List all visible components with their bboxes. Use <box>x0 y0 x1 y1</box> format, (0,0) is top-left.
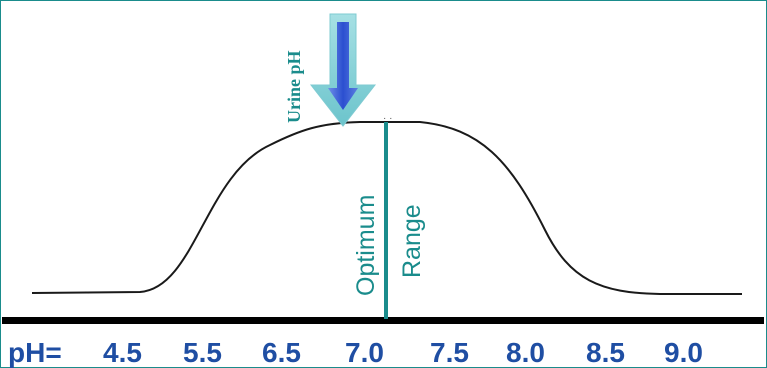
optimum-label: Optimum <box>352 195 380 296</box>
tick-label: 8.5 <box>586 337 625 368</box>
tick-label: 9.0 <box>664 337 703 368</box>
peak-marker: · · <box>383 113 392 124</box>
tick-label: 8.0 <box>506 337 545 368</box>
arrow-label: Urine pH <box>284 50 304 123</box>
range-label: Range <box>398 204 426 278</box>
axis-prefix: pH= <box>8 337 62 368</box>
tick-label: 4.5 <box>103 337 142 368</box>
tick-label: 5.5 <box>183 337 222 368</box>
bell-curve <box>31 121 742 295</box>
urine-ph-arrow-icon <box>309 13 377 127</box>
tick-label: 7.0 <box>345 337 384 368</box>
axis-baseline <box>2 317 764 324</box>
tick-label: 6.5 <box>262 337 301 368</box>
tick-label: 7.5 <box>430 337 469 368</box>
